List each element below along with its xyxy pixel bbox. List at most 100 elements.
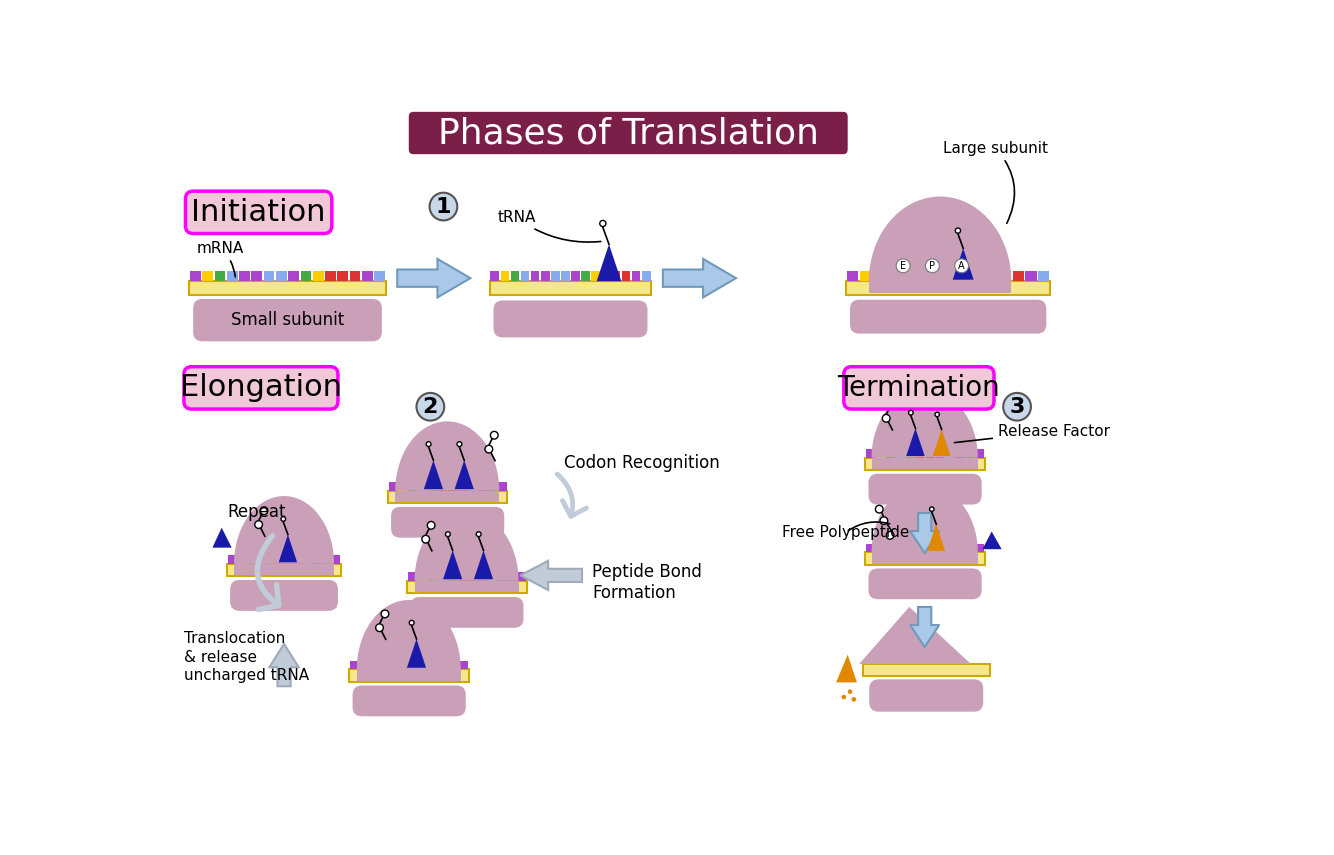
Bar: [926, 449, 934, 457]
Text: Peptide Bond
Formation: Peptide Bond Formation: [592, 563, 702, 602]
Polygon shape: [356, 600, 460, 669]
FancyBboxPatch shape: [868, 569, 982, 599]
Bar: [300, 271, 311, 281]
Text: Codon Recognition: Codon Recognition: [564, 454, 720, 472]
Text: Small subunit: Small subunit: [231, 310, 344, 328]
Text: Termination: Termination: [838, 374, 1000, 402]
Bar: [926, 544, 934, 552]
Polygon shape: [407, 639, 426, 668]
Bar: [350, 669, 468, 681]
Text: 1: 1: [436, 197, 451, 216]
Bar: [338, 271, 348, 281]
Circle shape: [926, 259, 939, 273]
Bar: [898, 271, 910, 281]
Bar: [415, 581, 519, 593]
Bar: [923, 271, 935, 281]
Bar: [591, 271, 600, 281]
Text: P: P: [930, 261, 935, 271]
Bar: [946, 449, 954, 457]
Circle shape: [851, 697, 856, 702]
Bar: [622, 271, 631, 281]
Bar: [440, 661, 448, 669]
Circle shape: [281, 516, 285, 522]
Circle shape: [930, 507, 934, 511]
Text: Release Factor: Release Factor: [954, 424, 1110, 443]
FancyArrowPatch shape: [558, 474, 587, 516]
Bar: [388, 482, 398, 491]
FancyBboxPatch shape: [184, 367, 338, 409]
Circle shape: [416, 393, 444, 421]
Bar: [876, 544, 884, 552]
FancyBboxPatch shape: [352, 686, 466, 716]
Bar: [955, 544, 964, 552]
FancyBboxPatch shape: [411, 597, 523, 628]
Bar: [276, 271, 287, 281]
Text: Large subunit: Large subunit: [943, 141, 1049, 223]
Bar: [313, 271, 324, 281]
Polygon shape: [269, 644, 299, 687]
Bar: [439, 482, 447, 491]
Bar: [325, 271, 336, 281]
Bar: [935, 449, 944, 457]
Circle shape: [491, 432, 498, 439]
Bar: [400, 661, 408, 669]
Circle shape: [600, 221, 606, 227]
Circle shape: [908, 410, 914, 415]
Bar: [256, 556, 264, 563]
Circle shape: [880, 517, 887, 525]
Bar: [478, 572, 486, 581]
Bar: [227, 271, 237, 281]
Circle shape: [882, 415, 890, 422]
Bar: [562, 271, 570, 281]
Circle shape: [260, 507, 268, 515]
Text: Initiation: Initiation: [191, 198, 325, 227]
Circle shape: [376, 624, 383, 632]
Bar: [239, 271, 249, 281]
Polygon shape: [906, 428, 924, 456]
Bar: [313, 556, 321, 563]
Bar: [498, 572, 506, 581]
Circle shape: [255, 521, 263, 528]
Bar: [906, 449, 914, 457]
Bar: [323, 556, 331, 563]
Bar: [916, 544, 924, 552]
Bar: [847, 271, 858, 281]
Polygon shape: [398, 259, 471, 298]
Text: Phases of Translation: Phases of Translation: [438, 116, 819, 150]
Bar: [507, 572, 516, 581]
Bar: [955, 449, 964, 457]
FancyArrowPatch shape: [257, 536, 279, 610]
FancyBboxPatch shape: [850, 300, 1046, 333]
Bar: [868, 281, 1011, 292]
Bar: [418, 572, 427, 581]
FancyBboxPatch shape: [231, 580, 338, 610]
Circle shape: [410, 621, 414, 625]
Bar: [975, 449, 984, 457]
Text: 3: 3: [1010, 397, 1025, 416]
Bar: [975, 544, 984, 552]
Bar: [866, 552, 984, 564]
Circle shape: [896, 259, 910, 273]
Polygon shape: [596, 245, 622, 281]
Bar: [360, 661, 368, 669]
FancyBboxPatch shape: [391, 507, 504, 538]
Circle shape: [427, 442, 431, 446]
FancyBboxPatch shape: [193, 299, 382, 341]
Bar: [987, 271, 998, 281]
Circle shape: [842, 695, 846, 699]
Bar: [468, 572, 476, 581]
FancyBboxPatch shape: [844, 367, 994, 409]
Circle shape: [430, 192, 458, 221]
Polygon shape: [982, 532, 1002, 549]
Bar: [520, 271, 530, 281]
Bar: [518, 572, 526, 581]
Text: 2: 2: [423, 397, 438, 416]
Bar: [448, 482, 456, 491]
Polygon shape: [836, 655, 856, 682]
Polygon shape: [395, 422, 499, 491]
Bar: [228, 556, 236, 563]
Bar: [863, 664, 990, 676]
FancyBboxPatch shape: [870, 680, 983, 711]
Bar: [948, 271, 960, 281]
Polygon shape: [871, 390, 978, 457]
